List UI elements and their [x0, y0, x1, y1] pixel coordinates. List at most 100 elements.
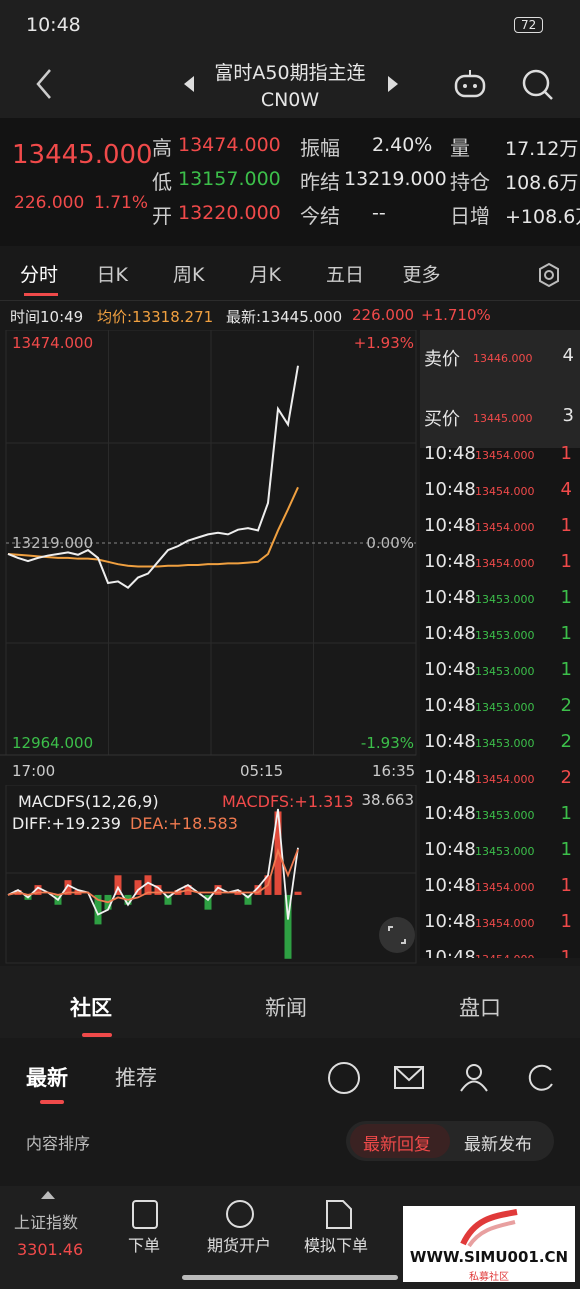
- search-icon[interactable]: [518, 66, 558, 106]
- y-tick-label: 12964.000: [12, 734, 93, 752]
- top-bar: [0, 0, 580, 118]
- section-tab[interactable]: 新闻: [265, 996, 307, 1020]
- info-avg: 均价:13318.271: [97, 308, 214, 326]
- feed-icons[interactable]: [326, 1058, 566, 1098]
- macd-bar: [284, 894, 292, 959]
- info-change: 226.000: [352, 306, 415, 324]
- macd-bar: [94, 894, 102, 925]
- plot-frame: [5, 785, 417, 964]
- robot-icon[interactable]: [450, 64, 490, 104]
- macd-label: MACDFS:+1.313: [222, 792, 354, 811]
- x-tick-label: 16:35: [372, 762, 415, 780]
- trade-time: 10:48: [424, 911, 476, 932]
- macd-line: [7, 808, 299, 920]
- trade-volume: 1: [560, 587, 572, 608]
- trade-time: 10:48: [424, 803, 476, 824]
- section-underline: [82, 1033, 112, 1037]
- tab-underline: [24, 293, 58, 296]
- trade-volume: 1: [560, 623, 572, 644]
- info-time: 时间10:49: [10, 308, 84, 326]
- macd-bar: [204, 894, 212, 910]
- trade-price: 13453.000: [475, 737, 535, 750]
- sort-option[interactable]: 最新回复: [363, 1135, 431, 1155]
- trade-price: 13454.000: [475, 449, 535, 462]
- nav-item[interactable]: 下单: [128, 1236, 161, 1255]
- stat-value: 17.12万: [505, 138, 579, 160]
- stat-value: 13157.000: [178, 168, 281, 190]
- book-price: 13445.000: [473, 412, 533, 425]
- section-tab[interactable]: 社区: [70, 996, 112, 1020]
- feed-tab[interactable]: 推荐: [115, 1066, 157, 1090]
- macd-bar: [144, 875, 152, 895]
- trade-time: 10:48: [424, 623, 476, 644]
- dea-label: DEA:+18.583: [130, 814, 238, 833]
- stat-label: 持仓: [450, 170, 490, 194]
- book-price: 13446.000: [473, 352, 533, 365]
- nav-item[interactable]: 期货开户: [207, 1236, 272, 1255]
- index-name[interactable]: 上证指数: [14, 1213, 79, 1232]
- tab[interactable]: 五日: [326, 264, 365, 286]
- book-volume: 3: [562, 405, 574, 426]
- indicator-name: MACDFS(12,26,9): [18, 792, 159, 811]
- x-tick-label: 05:15: [240, 762, 283, 780]
- stat-value: --: [372, 202, 386, 224]
- sort-active: [350, 1124, 450, 1158]
- trade-volume: 1: [560, 911, 572, 932]
- trade-time: 10:48: [424, 731, 476, 752]
- up-arrow: [41, 1191, 55, 1199]
- diff-label: DIFF:+19.239: [12, 814, 121, 833]
- trade-time: 10:48: [424, 695, 476, 716]
- battery: 72: [514, 17, 544, 33]
- trade-time: 10:48: [424, 875, 476, 896]
- stat-value: 108.6万: [505, 172, 579, 194]
- price-line: [7, 365, 299, 589]
- prev-button[interactable]: [180, 74, 198, 94]
- y2-tick-label: +1.93%: [354, 334, 414, 352]
- tab[interactable]: 周K: [173, 264, 205, 286]
- macd-line: [7, 848, 299, 904]
- stat-label: 振幅: [300, 136, 340, 160]
- trade-volume: 1: [560, 443, 572, 464]
- title: 富时A50期指主连: [214, 62, 366, 84]
- trade-price: 13453.000: [475, 665, 535, 678]
- watermark-caption: 私募社区: [469, 1272, 509, 1283]
- tab[interactable]: 月K: [249, 264, 281, 286]
- index-value: 3301.46: [17, 1240, 84, 1259]
- expand-button[interactable]: [378, 916, 416, 954]
- feed-tab[interactable]: 最新: [26, 1066, 68, 1090]
- trade-volume: 1: [560, 515, 572, 536]
- sort-option[interactable]: 最新发布: [464, 1135, 532, 1155]
- stat-value: 13219.000: [344, 168, 447, 190]
- trade-volume: 1: [560, 659, 572, 680]
- y-tick-label: 13219.000: [12, 534, 93, 552]
- tab[interactable]: 分时: [20, 264, 59, 286]
- settings-icon[interactable]: [536, 262, 562, 288]
- divider: [0, 300, 580, 301]
- macd-bar: [254, 885, 262, 895]
- tab[interactable]: 日K: [96, 264, 128, 286]
- stat-value: 13220.000: [178, 202, 281, 224]
- back-button[interactable]: [30, 64, 60, 104]
- macd-bar: [34, 885, 42, 895]
- tab[interactable]: 更多: [402, 264, 441, 286]
- nav-item[interactable]: 模拟下单: [304, 1236, 369, 1255]
- next-button[interactable]: [384, 74, 402, 94]
- trade-price: 13454.000: [475, 521, 535, 534]
- book-volume: 4: [562, 345, 574, 366]
- section-tab[interactable]: 盘口: [459, 996, 501, 1020]
- y-tick-label: 13474.000: [12, 334, 93, 352]
- trade-volume: 1: [560, 839, 572, 860]
- trade-price: 13453.000: [475, 809, 535, 822]
- bidask-bg: [420, 330, 580, 448]
- change: 226.000: [14, 193, 85, 213]
- trade-time: 10:48: [424, 551, 476, 572]
- stat-label: 今结: [300, 204, 340, 228]
- macd-bar: [164, 894, 172, 905]
- y-tick-label: 38.663: [362, 791, 415, 809]
- feed-underline: [40, 1100, 64, 1104]
- section-bar: [0, 966, 580, 1038]
- y2-tick-label: -1.93%: [361, 734, 414, 752]
- info-latest: 最新:13445.000: [226, 308, 343, 326]
- stat-label: 高: [152, 136, 172, 160]
